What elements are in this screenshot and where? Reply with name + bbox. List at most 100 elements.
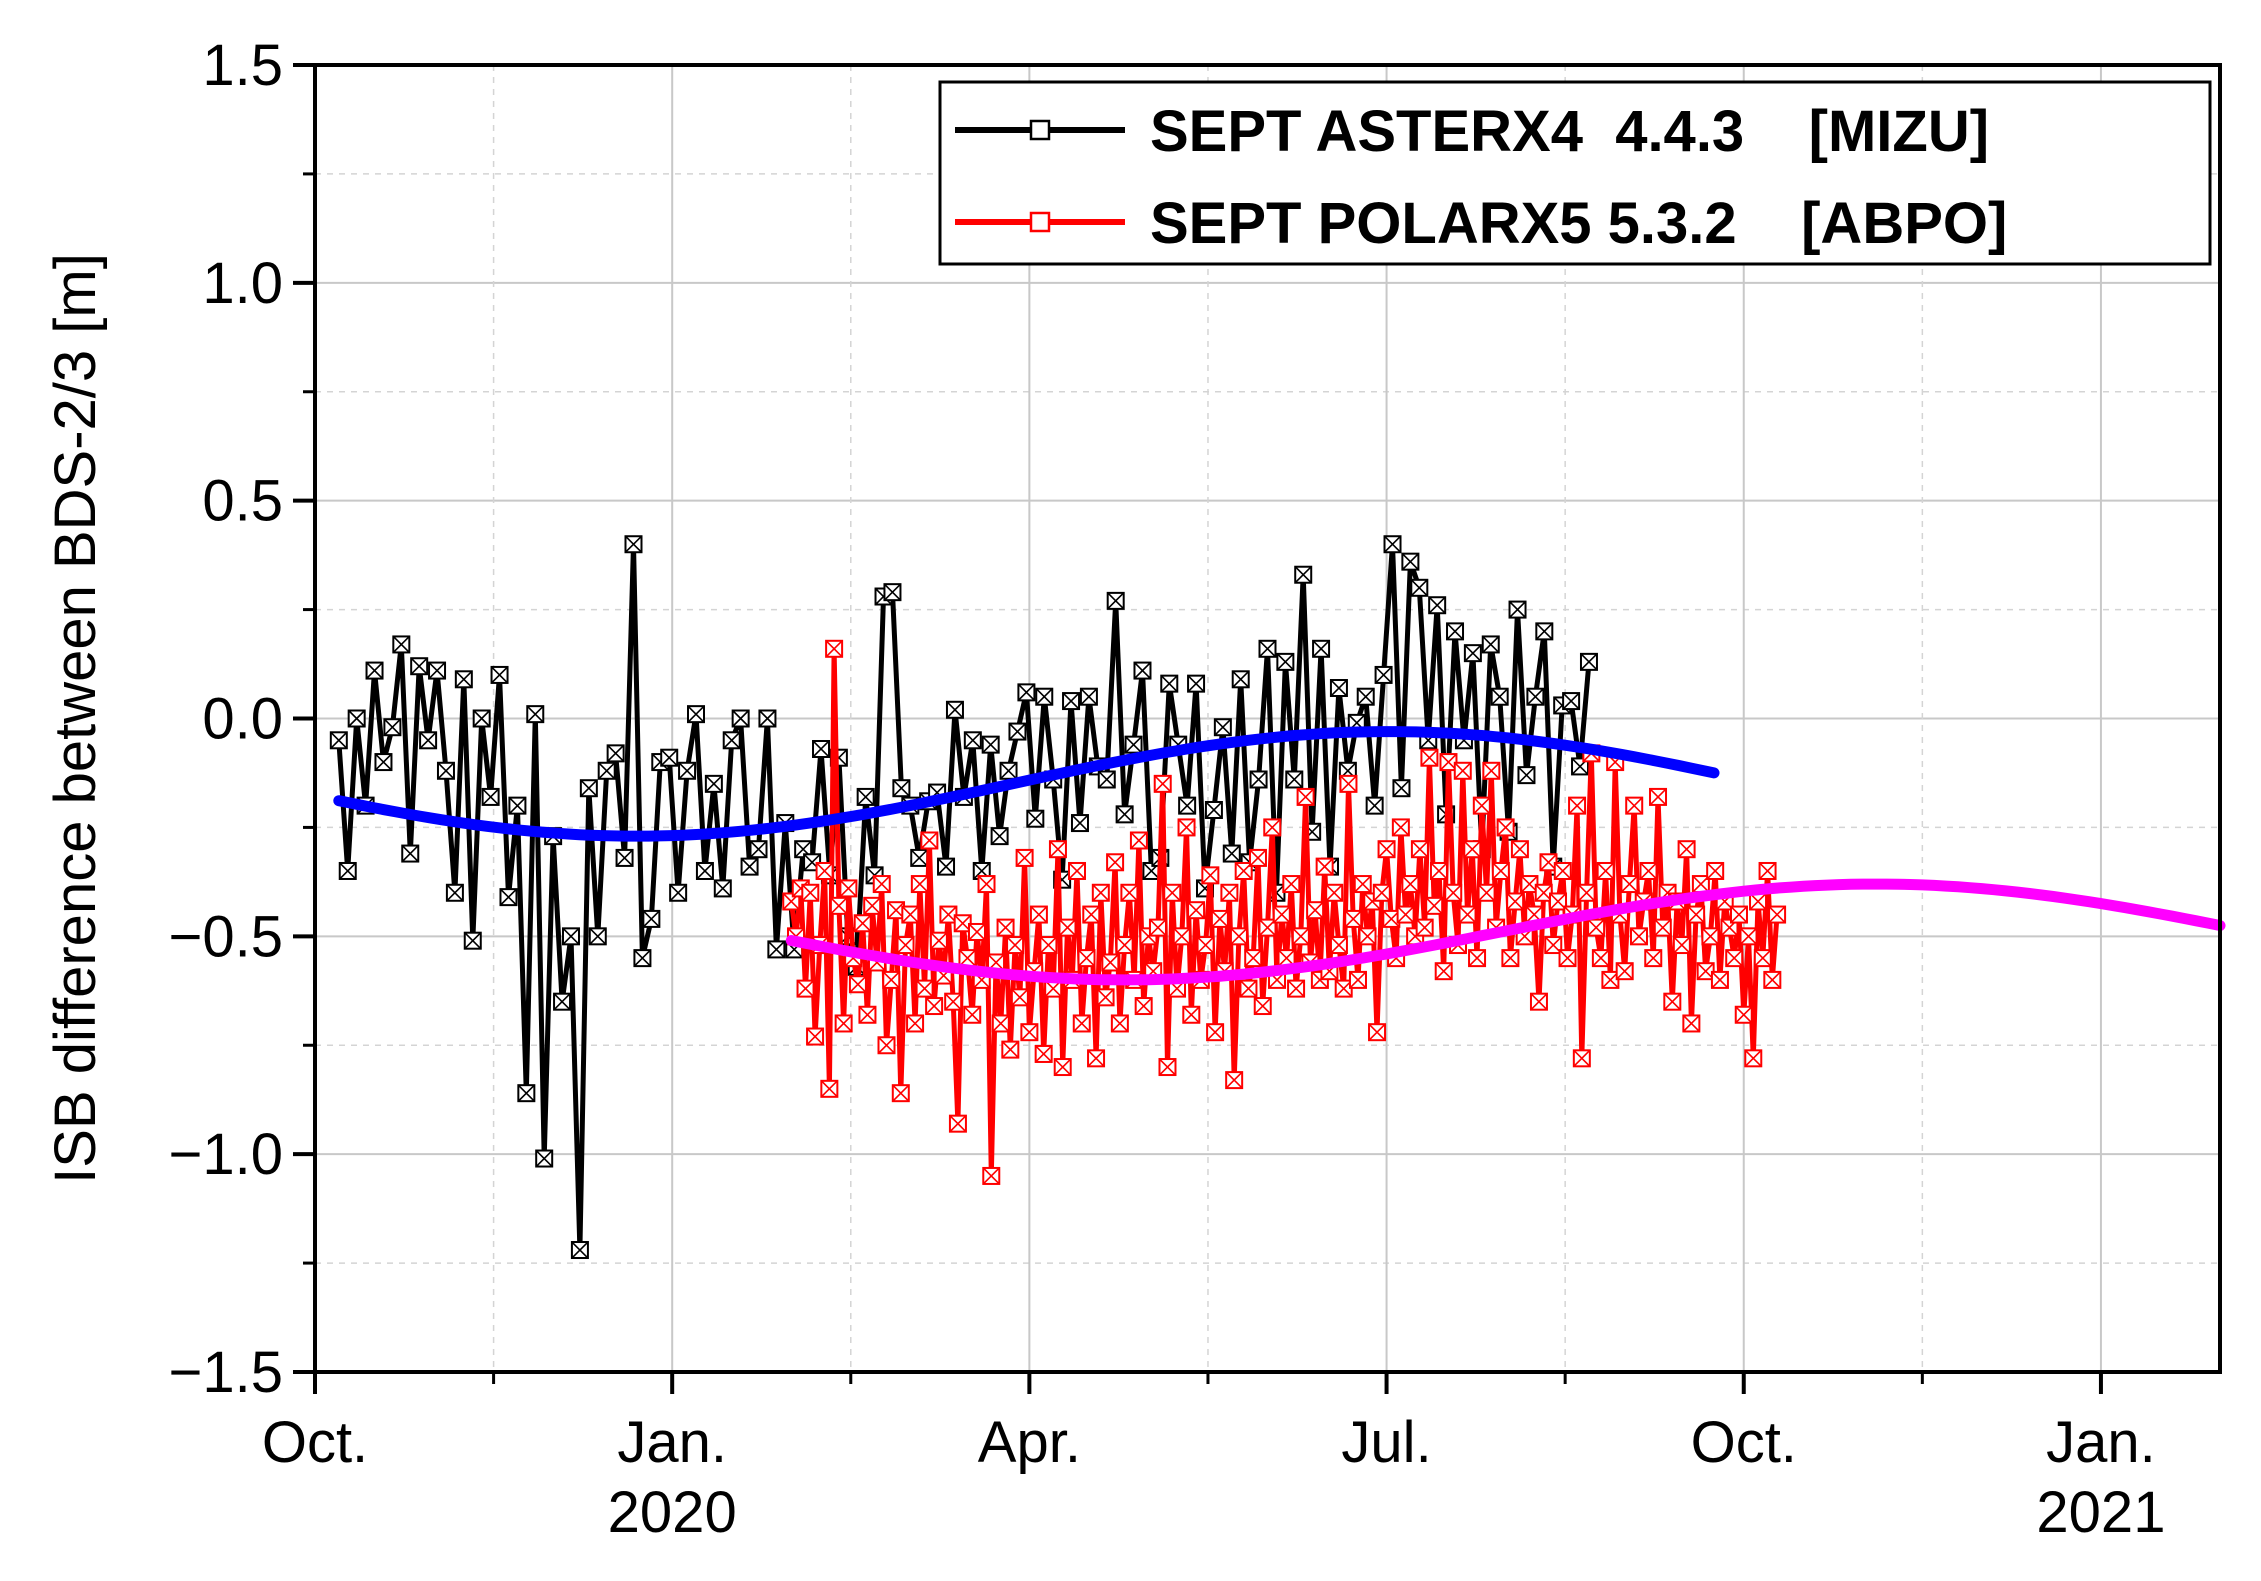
data-point — [731, 709, 750, 728]
data-point — [901, 905, 920, 924]
data-point — [1382, 909, 1401, 928]
data-point — [991, 1014, 1010, 1033]
data-point — [929, 931, 948, 950]
data-point — [1377, 840, 1396, 859]
data-point — [1753, 949, 1772, 968]
data-point — [1248, 848, 1267, 867]
data-point — [1358, 927, 1377, 946]
data-point — [1087, 1049, 1106, 1068]
data-point — [1020, 1023, 1039, 1042]
data-point — [722, 731, 741, 750]
data-point — [1615, 962, 1634, 981]
data-point — [1372, 883, 1391, 902]
data-point — [829, 896, 848, 915]
data-point — [553, 992, 572, 1011]
legend: SEPT ASTERX4 4.4.3 [MIZU] SEPT POLARX5 5… — [938, 80, 2212, 266]
data-point — [1725, 949, 1744, 968]
data-point — [1749, 892, 1768, 911]
data-point — [1587, 918, 1606, 937]
data-point — [1039, 936, 1058, 955]
data-point — [1101, 953, 1120, 972]
data-point — [1110, 1014, 1129, 1033]
data-point — [749, 840, 768, 859]
data-point — [1178, 796, 1197, 815]
data-point — [463, 931, 482, 950]
data-point — [815, 861, 834, 880]
data-point — [1446, 622, 1465, 641]
data-point — [579, 779, 598, 798]
y-tick-label: 0.5 — [202, 469, 283, 534]
data-point — [1768, 905, 1787, 924]
data-point — [1115, 936, 1134, 955]
y-tick-label: 0.0 — [202, 687, 283, 752]
data-point — [1620, 875, 1639, 894]
data-point — [915, 979, 934, 998]
data-point — [1591, 949, 1610, 968]
data-point — [1535, 622, 1554, 641]
data-point — [1526, 687, 1545, 706]
data-point — [1006, 936, 1025, 955]
data-point — [1053, 1058, 1072, 1077]
data-point — [1392, 779, 1411, 798]
data-point — [1287, 979, 1306, 998]
data-point — [1428, 596, 1447, 615]
data-point — [910, 848, 929, 867]
data-point — [678, 761, 697, 780]
data-point — [1213, 718, 1232, 737]
data-point — [338, 861, 357, 880]
y-tick-label: −1.0 — [169, 1122, 284, 1187]
data-point — [1315, 857, 1334, 876]
data-point — [1072, 1014, 1091, 1033]
data-point — [1263, 818, 1282, 837]
data-point — [436, 761, 455, 780]
data-point — [1182, 1005, 1201, 1024]
data-point — [1220, 883, 1239, 902]
x-tick-label: Oct. — [262, 1410, 368, 1475]
x-tick-label: Apr. — [978, 1410, 1081, 1475]
data-point — [1429, 861, 1448, 880]
data-point — [963, 731, 982, 750]
data-point — [1410, 840, 1429, 859]
data-point — [1163, 883, 1182, 902]
data-point — [392, 635, 411, 654]
data-point — [570, 1241, 589, 1260]
data-point — [1206, 1023, 1225, 1042]
data-point — [1374, 665, 1393, 684]
data-point — [1172, 927, 1191, 946]
data-point — [981, 735, 1000, 754]
data-point — [1124, 735, 1143, 754]
data-point — [1253, 997, 1272, 1016]
data-point — [1601, 970, 1620, 989]
data-point — [1663, 992, 1682, 1011]
data-point — [1490, 687, 1509, 706]
data-point — [1225, 1071, 1244, 1090]
y-tick-label: 1.5 — [202, 33, 283, 98]
data-point — [1682, 1014, 1701, 1033]
data-point — [329, 731, 348, 750]
data-point — [1187, 901, 1206, 920]
data-point — [1577, 883, 1596, 902]
data-point — [1229, 927, 1248, 946]
data-point — [1026, 809, 1045, 828]
data-point — [863, 896, 882, 915]
trend-line-1 — [785, 878, 2226, 986]
data-point — [1672, 936, 1691, 955]
data-point — [1210, 909, 1229, 928]
data-point — [801, 883, 820, 902]
data-point — [967, 922, 986, 941]
data-point — [853, 914, 872, 933]
data-point — [1272, 905, 1291, 924]
data-point — [1244, 949, 1263, 968]
data-point — [1082, 905, 1101, 924]
data-point — [1420, 748, 1439, 767]
series-layer — [329, 535, 1787, 1260]
data-point — [1553, 861, 1572, 880]
data-point — [1158, 1058, 1177, 1077]
data-point — [877, 1036, 896, 1055]
data-point — [1353, 875, 1372, 894]
data-point — [1068, 861, 1086, 880]
data-point — [1010, 988, 1029, 1007]
data-point — [1734, 1005, 1753, 1024]
